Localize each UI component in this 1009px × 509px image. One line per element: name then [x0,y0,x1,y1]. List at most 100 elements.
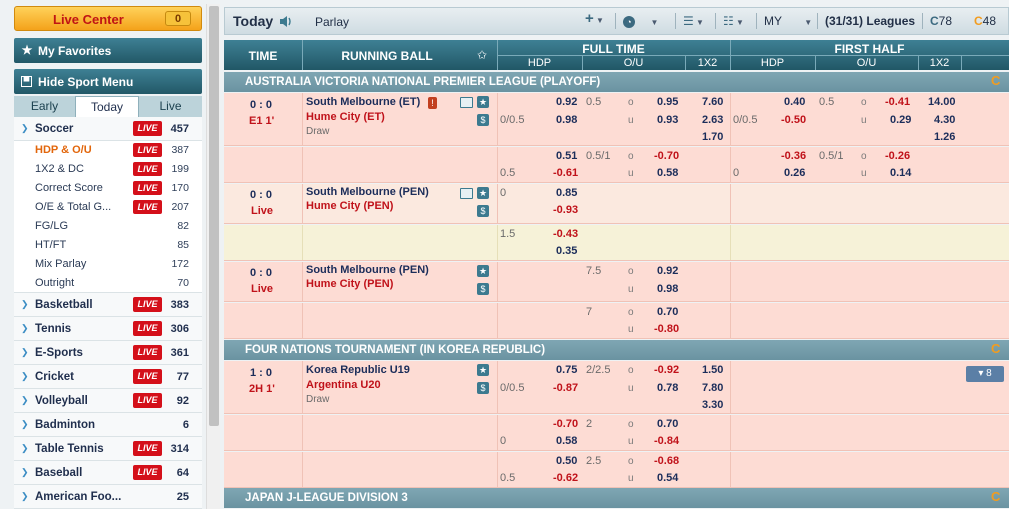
odds[interactable]: -0.43 [553,228,579,240]
sport-item-cricket[interactable]: ❯ Cricket LIVE 77 [14,365,202,389]
odds[interactable]: 0.95 [657,96,679,108]
home-team[interactable]: Korea Republic U19 [306,364,410,376]
odds[interactable]: 1.50 [702,364,724,376]
sport-item-baseball[interactable]: ❯ Baseball LIVE 64 [14,461,202,485]
away-team[interactable]: Argentina U20 [306,379,381,391]
bet-type-oe-total-goals[interactable]: O/E & Total G... LIVE 207 [14,198,202,217]
scrollbar-thumb[interactable] [209,6,219,426]
hide-sport-menu-button[interactable]: ▀ Hide Sport Menu [14,69,202,94]
league-header[interactable]: FOUR NATIONS TOURNAMENT (IN KOREA REPUBL… [224,340,1009,360]
odds[interactable]: -0.61 [553,167,579,179]
odds[interactable]: -0.26 [885,150,911,162]
refresh-icon[interactable]: C [991,73,1001,88]
parlay-link[interactable]: Parlay [315,15,350,29]
bet-type-outright[interactable]: Outright 70 [14,274,202,293]
bet-type-hdp-ou[interactable]: HDP & O/U LIVE 387 [14,141,202,160]
refresh-icon[interactable]: C [991,489,1001,504]
sport-item-basketball[interactable]: ❯ Basketball LIVE 383 [14,293,202,317]
refresh-icon[interactable]: C [991,341,1001,356]
odds[interactable]: 0.50 [556,455,578,467]
sport-item-american-football[interactable]: ❯ American Foo... 25 [14,485,202,509]
odds[interactable]: -0.92 [654,364,680,376]
odds[interactable]: 3.30 [702,399,724,411]
bet-type-1x2-dc[interactable]: 1X2 & DC LIVE 199 [14,160,202,179]
home-team[interactable]: South Melbourne (ET) [306,96,421,108]
odds[interactable]: 1.26 [934,131,956,143]
leagues-selector[interactable]: (31/31) Leagues [825,14,915,28]
star-icon[interactable]: ★ [477,187,489,199]
odds[interactable]: -0.84 [654,435,680,447]
bet-type-correct-score[interactable]: Correct Score LIVE 170 [14,179,202,198]
tab-live[interactable]: Live [159,99,182,113]
odds[interactable]: 0.92 [657,265,679,277]
odds[interactable]: 0.58 [556,435,578,447]
star-icon[interactable]: ★ [477,96,489,108]
odds[interactable]: -0.87 [553,382,579,394]
dollar-icon[interactable]: $ [477,382,489,394]
odds[interactable]: 4.30 [934,114,956,126]
odds[interactable]: -0.36 [781,150,807,162]
away-team[interactable]: Hume City (ET) [306,111,385,123]
odds[interactable]: 0.58 [657,167,679,179]
odds[interactable]: 0.98 [657,283,679,295]
odds[interactable]: 0.14 [890,167,912,179]
bet-type-mix-parlay[interactable]: Mix Parlay 172 [14,255,202,274]
sort-time-dropdown[interactable]: ◔ ▼ [623,14,658,28]
sport-item-badminton[interactable]: ❯ Badminton 6 [14,413,202,437]
odds[interactable]: 7.80 [702,382,724,394]
bet-type-fg-lg[interactable]: FG/LG 82 [14,217,202,236]
tv-icon[interactable] [460,188,473,199]
odds[interactable]: 0.85 [556,187,578,199]
sport-item-volleyball[interactable]: ❯ Volleyball LIVE 92 [14,389,202,413]
star-settings-icon[interactable]: ✩ [477,48,488,62]
dollar-icon[interactable]: $ [477,283,489,295]
odds[interactable]: -0.80 [654,323,680,335]
odds[interactable]: 14.00 [928,96,956,108]
sport-item-tennis[interactable]: ❯ Tennis LIVE 306 [14,317,202,341]
odds[interactable]: 0.75 [556,364,578,376]
odds[interactable]: 0.92 [556,96,578,108]
odds[interactable]: 0.70 [657,306,679,318]
away-team[interactable]: Hume City (PEN) [306,278,394,290]
dollar-icon[interactable]: $ [477,114,489,126]
tab-early[interactable]: Early [30,99,59,113]
odds[interactable]: 0.51 [556,150,578,162]
odds[interactable]: 0.78 [657,382,679,394]
home-team[interactable]: South Melbourne (PEN) [306,264,429,276]
odds[interactable]: -0.41 [885,96,911,108]
odds[interactable]: 0.35 [556,245,578,257]
star-icon[interactable]: ★ [477,364,489,376]
odds[interactable]: 0.70 [657,418,679,430]
away-team[interactable]: Hume City (PEN) [306,200,394,212]
odds[interactable]: 0.26 [784,167,806,179]
odds[interactable]: -0.50 [781,114,807,126]
add-icon[interactable]: + ▼ [585,10,604,27]
tv-icon[interactable] [460,97,473,108]
sport-item-esports[interactable]: ❯ E-Sports LIVE 361 [14,341,202,365]
odds[interactable]: 0.29 [890,114,912,126]
dollar-icon[interactable]: $ [477,205,489,217]
odds[interactable]: 1.70 [702,131,724,143]
odds[interactable]: 0.93 [657,114,679,126]
odds[interactable]: 7.60 [702,96,724,108]
odds[interactable]: 0.40 [784,96,806,108]
sidebar-scrollbar[interactable] [206,4,220,509]
odds[interactable]: 0.98 [556,114,578,126]
sport-item-table-tennis[interactable]: ❯ Table Tennis LIVE 314 [14,437,202,461]
league-header[interactable]: AUSTRALIA VICTORIA NATIONAL PREMIER LEAG… [224,72,1009,92]
odds[interactable]: -0.68 [654,455,680,467]
league-header[interactable]: JAPAN J-LEAGUE DIVISION 3 C [224,488,1009,508]
odds[interactable]: -0.62 [553,472,579,484]
more-bets-button[interactable]: ▾ 8 [966,366,1004,382]
bet-type-ht-ft[interactable]: HT/FT 85 [14,236,202,255]
odds[interactable]: -0.93 [553,204,579,216]
home-team[interactable]: South Melbourne (PEN) [306,186,429,198]
odds[interactable]: -0.70 [553,418,579,430]
refresh-b[interactable]: C48 [974,14,996,28]
odds[interactable]: 2.63 [702,114,724,126]
filter-dropdown[interactable]: ☰ ▼ [683,14,704,28]
view-dropdown[interactable]: ☷ ▼ [723,14,744,28]
my-favorites-button[interactable]: ★ My Favorites [14,38,202,63]
speaker-icon[interactable] [279,15,293,28]
sport-item-soccer[interactable]: ❯ Soccer LIVE 457 [14,117,202,141]
